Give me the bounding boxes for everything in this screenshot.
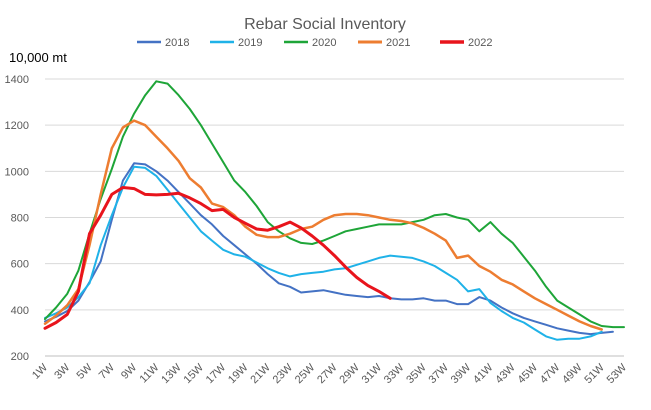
x-tick-label: 15W [182, 361, 207, 386]
x-tick-label: 7W [97, 361, 118, 382]
x-tick-label: 21W [248, 361, 273, 386]
gridlines [45, 78, 624, 311]
x-tick-label: 5W [75, 361, 96, 382]
x-tick-label: 1W [30, 361, 51, 382]
y-tick-label: 400 [11, 305, 29, 317]
legend-label-2021: 2021 [386, 37, 410, 49]
x-tick-label: 11W [138, 361, 162, 385]
y-unit-label: 10,000 mt [9, 50, 67, 65]
x-tick-label: 37W [426, 361, 451, 386]
x-axis: 1W 3W 5W 7W 9W11W13W15W17W19W21W23W25W27W29W… [30, 355, 630, 386]
x-tick-label: 27W [315, 361, 340, 386]
y-axis-ticks: 200 400 600 800 1000 1200 1400 [5, 74, 29, 363]
legend-label-2018: 2018 [165, 37, 189, 49]
series-line-2021 [43, 119, 603, 331]
series-line-2020 [44, 80, 625, 329]
x-tick-label: 47W [538, 361, 563, 386]
x-tick-label: 39W [449, 361, 474, 386]
x-tick-label: 17W [204, 361, 229, 386]
x-tick-label: 3W [52, 361, 73, 382]
legend: 2018 2019 2020 2021 2022 [137, 37, 492, 49]
y-tick-label: 200 [11, 351, 29, 363]
x-tick-label: 53W [605, 361, 630, 386]
y-tick-label: 600 [11, 259, 29, 271]
y-tick-label: 800 [11, 213, 29, 225]
legend-label-2019: 2019 [238, 37, 262, 49]
legend-label-2022: 2022 [468, 37, 492, 49]
x-tick-label: 35W [404, 361, 429, 386]
x-tick-label: 9W [119, 361, 140, 382]
series-line-2018 [44, 162, 614, 336]
chart-title: Rebar Social Inventory [244, 16, 406, 33]
y-tick-label: 1200 [5, 120, 29, 132]
x-tick-label: 23W [271, 361, 296, 386]
series-line-2022 [43, 186, 392, 330]
x-tick-label: 51W [582, 361, 607, 386]
x-tick-label: 31W [360, 361, 385, 386]
x-tick-label: 41W [471, 361, 496, 386]
y-tick-label: 1000 [5, 166, 29, 178]
x-tick-label: 45W [516, 361, 541, 386]
x-tick-label: 29W [337, 361, 362, 386]
x-tick-label: 43W [493, 361, 518, 386]
series-line-2019 [44, 165, 603, 341]
x-tick-label: 19W [226, 361, 251, 386]
legend-label-2020: 2020 [312, 37, 336, 49]
x-tick-label: 49W [560, 361, 585, 386]
y-tick-label: 1400 [5, 74, 29, 86]
x-tick-label: 13W [159, 361, 184, 386]
x-tick-label: 33W [382, 361, 407, 386]
x-tick-label: 25W [293, 361, 318, 386]
series-lines [43, 80, 625, 341]
